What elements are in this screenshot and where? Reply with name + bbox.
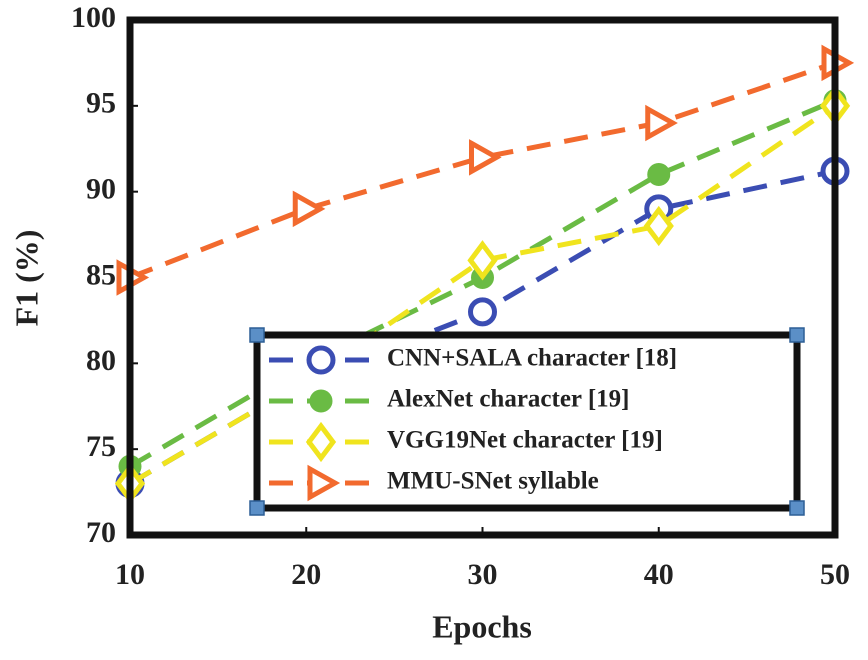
- marker: [643, 205, 674, 247]
- y-tick-label: 95: [86, 87, 116, 120]
- y-tick-label: 80: [86, 344, 116, 377]
- x-tick-label: 40: [644, 558, 674, 591]
- y-axis-label: F1 (%): [8, 230, 44, 327]
- legend-handle: [789, 500, 805, 516]
- x-tick-label: 20: [291, 558, 321, 591]
- legend-label: AlexNet character [19]: [387, 386, 629, 413]
- x-axis-label: Epochs: [432, 608, 532, 644]
- legend-marker: [306, 345, 336, 375]
- plot-frame: [126, 16, 839, 539]
- legend-handle: [249, 500, 265, 516]
- legend-box: [253, 331, 801, 512]
- x-tick-label: 30: [468, 558, 498, 591]
- x-tick-label: 10: [115, 558, 145, 591]
- marker: [468, 297, 497, 327]
- legend-label: CNN+SALA character [18]: [387, 345, 677, 372]
- y-tick-label: 70: [86, 516, 116, 549]
- legend-marker: [305, 421, 337, 463]
- marker: [467, 240, 498, 281]
- series-line: [129, 60, 836, 280]
- marker: [647, 163, 671, 186]
- marker: [469, 139, 502, 176]
- y-tick-label: 100: [71, 1, 116, 34]
- marker: [645, 104, 678, 142]
- legend-label: VGG19Net character [19]: [387, 427, 663, 454]
- x-tick-label: 50: [820, 558, 850, 591]
- legend-handle: [249, 327, 265, 343]
- marker: [292, 190, 326, 228]
- legend-label: MMU-SNet syllable: [387, 468, 599, 495]
- legend-marker: [307, 464, 341, 502]
- series-line: [128, 103, 837, 486]
- y-tick-label: 90: [86, 173, 116, 206]
- y-tick-label: 85: [86, 258, 116, 291]
- y-tick-label: 75: [86, 430, 116, 463]
- legend-marker: [309, 389, 333, 413]
- legend-handle: [789, 327, 805, 343]
